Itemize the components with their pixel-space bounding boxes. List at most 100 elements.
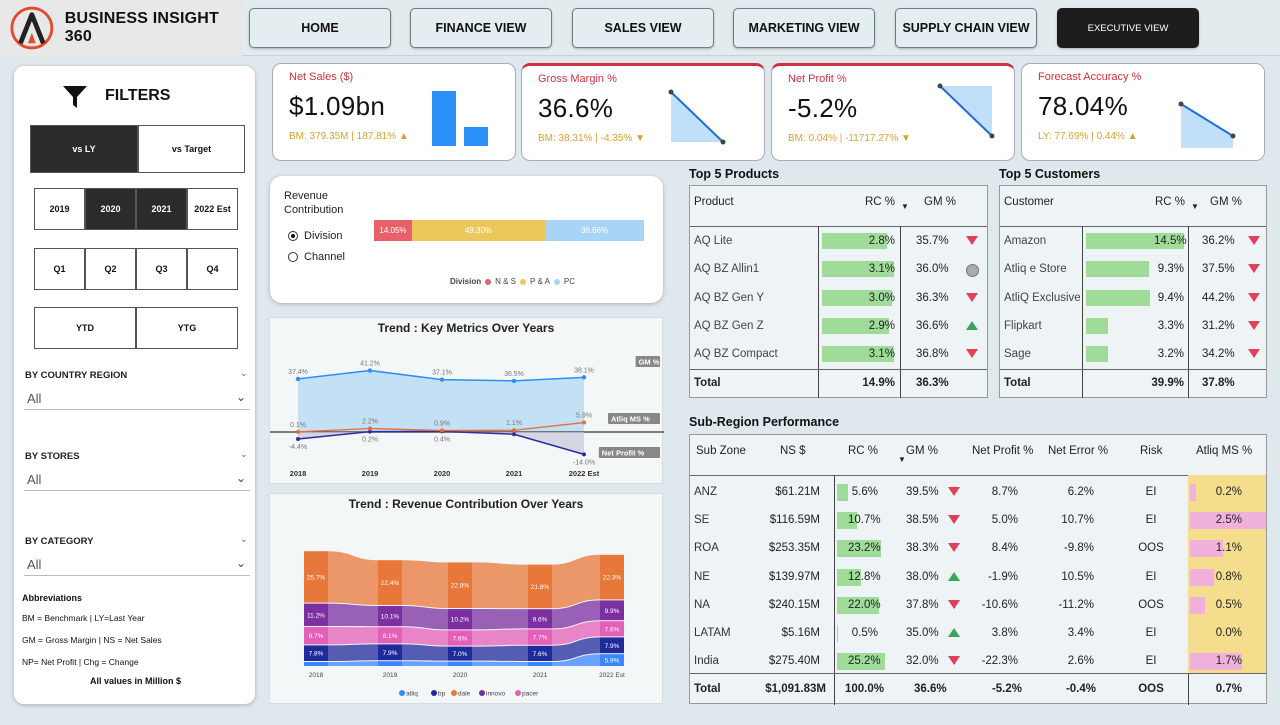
bar-segment-atliq[interactable] [528,662,552,666]
channel-radio-label[interactable]: Channel [304,251,345,263]
table-row[interactable]: AQ Lite 2.8% 35.7% [690,231,987,255]
table-row[interactable]: Flipkart 3.3% 31.2% [1000,316,1266,340]
quarter-q4-button[interactable]: Q4 [187,248,238,290]
nav-executive-button[interactable]: EXECUTIVE VIEW [1057,8,1199,48]
division-segment[interactable]: 49.30% [411,220,546,241]
column-header[interactable]: Net Profit % [972,445,1034,457]
column-header[interactable]: RC % [1155,196,1186,208]
sort-desc-icon[interactable]: ▼ [898,455,906,464]
nav-sales-button[interactable]: SALES VIEW [572,8,714,48]
bar-segment-dale[interactable] [448,562,472,608]
period-ytd-button[interactable]: YTD [34,307,136,349]
bar-segment-pacer[interactable] [378,627,402,644]
category-select[interactable]: All ⌄ [24,554,250,576]
bar-segment-dale[interactable] [378,560,402,605]
total-risk: OOS [1138,683,1164,695]
bar-segment-bp[interactable] [448,646,472,661]
bar-segment-pacer[interactable] [600,621,624,637]
column-header[interactable]: NS $ [780,445,806,457]
table-row[interactable]: ROA $253.35M 23.2% 38.3% 8.4% -9.8% OOS 1.1% [690,537,1266,563]
quarter-q2-button[interactable]: Q2 [85,248,136,290]
period-ytg-button[interactable]: YTG [136,307,238,349]
bar-segment-atliq[interactable] [304,662,328,666]
quarter-q1-button[interactable]: Q1 [34,248,85,290]
bar-segment-dale[interactable] [304,551,328,603]
chevron-down-icon[interactable]: ⌄ [240,534,248,544]
bar-segment-atliq[interactable] [378,661,402,666]
column-header[interactable]: Risk [1140,445,1163,457]
bar-data-label: 10.2% [451,617,470,624]
division-segment[interactable]: 36.66% [545,220,644,241]
rc-value: 0.5% [851,627,878,639]
bar-segment-bp[interactable] [528,645,552,661]
net-error-value: -11.2% [1058,598,1094,611]
division-radio-label[interactable]: Division [304,230,343,242]
column-header[interactable]: GM % [924,196,956,208]
chevron-down-icon[interactable]: ⌄ [240,368,248,378]
bar-segment-pacer[interactable] [304,627,328,645]
table-row[interactable]: AtliQ Exclusive 9.4% 44.2% [1000,288,1266,312]
stores-select[interactable]: All ⌄ [24,469,250,491]
bar-segment-innovo[interactable] [304,603,328,626]
column-header[interactable]: RC % [865,196,896,208]
channel-radio[interactable] [288,252,298,262]
column-header[interactable]: RC % [848,445,879,457]
division-segment[interactable]: 14.05% [374,220,412,241]
table-row[interactable]: AQ BZ Allin1 3.1% 36.0% [690,259,987,283]
table-row[interactable]: Sage 3.2% 34.2% [1000,344,1266,368]
bar-segment-innovo[interactable] [528,609,552,629]
column-header[interactable]: Sub Zone [696,445,746,457]
ns-value: $240.15M [768,598,820,611]
rc-value: 3.3% [1157,319,1184,332]
rc-value: 14.5% [1154,235,1187,247]
column-header[interactable]: GM % [1210,196,1242,208]
year-2021-button[interactable]: 2021 [136,188,187,230]
nav-finance-button[interactable]: FINANCE VIEW [410,8,552,48]
bar-segment-pacer[interactable] [528,629,552,645]
table-row[interactable]: AQ BZ Compact 3.1% 36.8% [690,344,987,368]
nav-marketing-button[interactable]: MARKETING VIEW [733,8,875,48]
column-header[interactable]: Net Error % [1048,445,1109,457]
column-header[interactable]: Atliq MS % [1196,445,1253,457]
table-row[interactable]: ANZ $61.21M 5.6% 39.5% 8.7% 6.2% EI 0.2% [690,481,1266,507]
bar-segment-dale[interactable] [600,554,624,600]
column-header[interactable]: Customer [1004,196,1054,208]
year-2020-button[interactable]: 2020 [85,188,136,230]
vs-ly-toggle[interactable]: vs LY [30,125,138,173]
bar-segment-pacer[interactable] [448,630,472,646]
bar-segment-dale[interactable] [528,564,552,609]
sub-zone: ANZ [694,486,717,498]
quarter-q3-button[interactable]: Q3 [136,248,187,290]
bar-segment-atliq[interactable] [448,661,472,666]
bar-segment-bp[interactable] [600,637,624,654]
country-region-select[interactable]: All ⌄ [24,388,250,410]
column-header[interactable]: GM % [906,445,938,457]
sort-desc-icon[interactable]: ▼ [1191,202,1199,211]
table-row[interactable]: AQ BZ Gen Z 2.9% 36.6% [690,316,987,340]
sub-zone: NA [694,598,710,611]
table-row[interactable]: LATAM $5.16M 0.5% 35.0% 3.8% 3.4% EI 0.0% [690,622,1266,648]
table-row[interactable]: NA $240.15M 22.0% 37.8% -10.6% -11.2% OOS 0.5% [690,594,1266,620]
bar-segment-innovo[interactable] [448,609,472,630]
year-2019-button[interactable]: 2019 [34,188,85,230]
bar-segment-bp[interactable] [378,644,402,661]
nav-supply-chain-button[interactable]: SUPPLY CHAIN VIEW [895,8,1037,48]
division-radio[interactable] [288,231,298,241]
table-row[interactable]: SE $116.59M 10.7% 38.5% 5.0% 10.7% EI 2.5% [690,509,1266,535]
column-header[interactable]: Product [694,196,734,208]
bar-segment-innovo[interactable] [600,600,624,621]
year-2022-est-button[interactable]: 2022 Est [187,188,238,230]
table-row[interactable]: NE $139.97M 12.8% 38.0% -1.9% 10.5% EI 0.8% [690,566,1266,592]
bar-segment-innovo[interactable] [378,606,402,627]
table-row[interactable]: Atliq e Store 9.3% 37.5% [1000,259,1266,283]
table-row[interactable]: AQ BZ Gen Y 3.0% 36.3% [690,288,987,312]
chevron-down-icon[interactable]: ⌄ [240,449,248,459]
vs-target-toggle[interactable]: vs Target [138,125,245,173]
bar-segment-atliq[interactable] [600,654,624,666]
bar-segment-bp[interactable] [304,645,328,661]
table-row[interactable]: Amazon 14.5% 36.2% [1000,231,1266,255]
table-row[interactable]: India $275.40M 25.2% 32.0% -22.3% 2.6% EI 1.7% [690,650,1266,676]
sort-desc-icon[interactable]: ▼ [901,202,909,211]
nav-home-button[interactable]: HOME [249,8,391,48]
gm-indicator [966,349,978,361]
